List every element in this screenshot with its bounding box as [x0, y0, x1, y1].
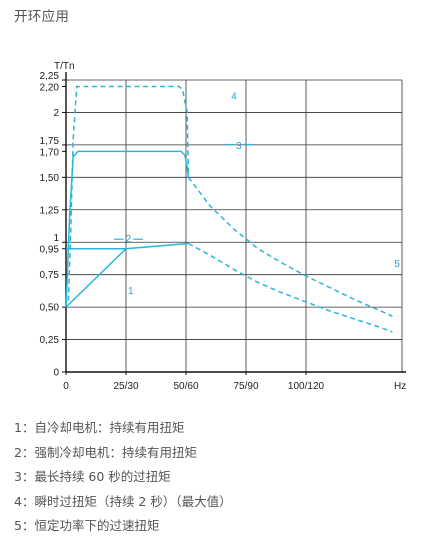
legend-item-4: 4：瞬时过扭矩（持续 2 秒）（最大值）: [14, 493, 232, 509]
y-axis-title: T/Tn: [54, 61, 75, 72]
y-tick-label: 1,50: [40, 173, 60, 184]
series-line-5: [187, 176, 393, 317]
legend: 1：自冷却电机：持续有用扭矩 2：强制冷却电机：持续有用扭矩 3：最长持续 60…: [14, 416, 232, 539]
series-label-2: 2: [126, 234, 132, 245]
x-tick-label: 0: [63, 381, 69, 392]
y-tick-label: 2: [53, 108, 59, 119]
series-label-4: 4: [231, 91, 237, 102]
x-tick-label: 50/60: [173, 381, 198, 392]
legend-item-2: 2：强制冷却电机：持续有用扭矩: [14, 444, 197, 460]
y-tick-label: 1,25: [40, 205, 60, 216]
series-label-5: 5: [394, 259, 400, 270]
x-tick-label: 75/90: [233, 381, 258, 392]
axes: [62, 72, 406, 375]
x-tick-label: 25/30: [113, 381, 138, 392]
y-tick-label: 2,25: [40, 71, 60, 82]
y-tick-label: 0,95: [40, 245, 60, 256]
series-line-1: [65, 242, 189, 308]
x-axis-title: Hz: [394, 381, 406, 392]
torque-frequency-chart: 00,250,500,750,9511,251,501,701,7522,202…: [40, 61, 407, 392]
legend-item-3: 3：最长持续 60 秒的过扭矩: [14, 469, 171, 484]
legend-item-1: 1：自冷却电机：持续有用扭矩: [14, 420, 185, 435]
y-tick-label: 0,50: [40, 303, 60, 314]
series-line-5-lower: [188, 242, 393, 333]
y-tick-label: 0,75: [40, 270, 60, 281]
page-title: 开环应用: [14, 9, 70, 25]
legend-item-5: 5：恒定功率下的过速扭矩: [14, 518, 160, 533]
series-line-3: [65, 150, 190, 308]
y-tick-label: 0,25: [40, 335, 60, 346]
series-line-4: [67, 85, 190, 301]
series-label-3: 3: [236, 141, 242, 152]
y-tick-label: 1: [53, 233, 59, 244]
y-tick-label: 2,20: [40, 82, 60, 93]
y-tick-label: 1,75: [40, 136, 60, 147]
series-lines: [65, 85, 393, 333]
y-tick-label: 1,70: [40, 147, 60, 158]
series-label-1: 1: [128, 286, 134, 297]
y-tick-label: 0: [53, 368, 59, 379]
tick-labels: 00,250,500,750,9511,251,501,701,7522,202…: [40, 71, 401, 392]
x-tick-label: 100/120: [288, 381, 325, 392]
grid: [66, 79, 403, 372]
